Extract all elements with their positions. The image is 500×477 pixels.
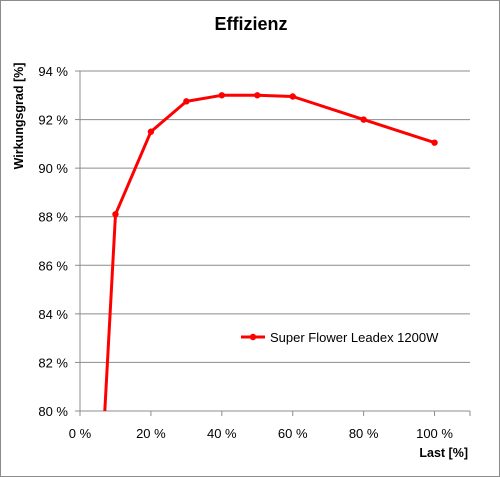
grid-lines	[80, 70, 470, 412]
axes	[75, 70, 471, 416]
x-tick-label: 80 %	[349, 426, 379, 441]
data-point	[431, 139, 438, 146]
x-tick-label: 40 %	[207, 426, 237, 441]
y-tick-label: 94 %	[38, 64, 68, 79]
y-tick-label: 86 %	[38, 258, 68, 273]
x-tick-label: 0 %	[69, 426, 92, 441]
data-point	[254, 92, 261, 99]
y-tick-label: 80 %	[38, 404, 68, 419]
chart-title: Effizienz	[214, 14, 287, 34]
y-axis-label: Wirkungsgrad [%]	[12, 63, 26, 170]
y-tick-label: 88 %	[38, 210, 68, 225]
legend-label: Super Flower Leadex 1200W	[270, 330, 439, 345]
y-tick-label: 92 %	[38, 113, 68, 128]
data-point	[289, 93, 296, 100]
y-tick-label: 90 %	[38, 161, 68, 176]
legend-marker	[249, 333, 257, 341]
series-group	[103, 92, 438, 412]
data-point	[112, 211, 119, 218]
legend: Super Flower Leadex 1200W	[241, 330, 439, 345]
y-tick-label: 82 %	[38, 355, 68, 370]
series-line	[103, 93, 435, 412]
data-point	[183, 98, 190, 105]
y-tick-labels: 80 % 82 % 84 % 86 % 88 % 90 % 92 % 94 %	[38, 64, 68, 419]
x-tick-label: 100 %	[416, 426, 453, 441]
x-tick-label: 20 %	[136, 426, 166, 441]
x-axis-label: Last [%]	[419, 446, 468, 460]
data-point	[360, 116, 367, 123]
x-tick-label: 60 %	[278, 426, 308, 441]
data-point	[147, 128, 155, 135]
data-point	[218, 92, 226, 99]
x-tick-labels: 0 % 20 % 40 % 60 % 80 % 100 %	[69, 426, 454, 441]
y-tick-label: 84 %	[38, 307, 68, 322]
